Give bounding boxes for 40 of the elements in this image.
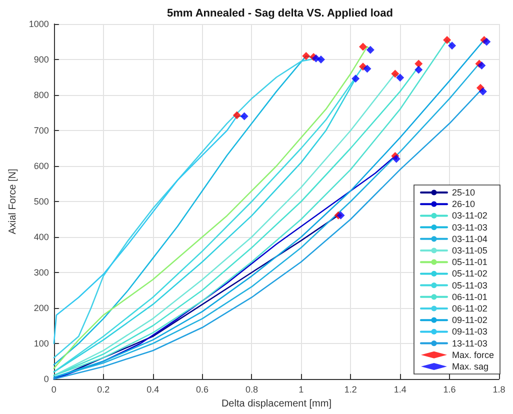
- y-tick-label: 0: [44, 374, 49, 384]
- y-axis-title: Axial Force [N]: [8, 168, 18, 234]
- legend-label: 05-11-03: [452, 280, 488, 290]
- legend-label: 06-11-01: [452, 292, 488, 302]
- y-tick-label: 200: [34, 303, 49, 313]
- legend-label: 09-11-03: [452, 326, 488, 337]
- legend-label: 03-11-02: [452, 210, 488, 221]
- legend-label: 13-11-03: [452, 338, 488, 348]
- y-tick-label: 900: [34, 54, 49, 64]
- legend-label: Max. force: [452, 350, 494, 360]
- x-tick-label: 0: [51, 384, 56, 394]
- y-tick-label: 100: [34, 338, 49, 348]
- legend-label: 05-11-01: [452, 257, 488, 268]
- legend-label: 03-11-03: [452, 222, 488, 232]
- y-tick-label: 500: [34, 196, 49, 206]
- x-tick-label: 0.4: [146, 384, 160, 394]
- y-tick-label: 1000: [28, 19, 49, 29]
- legend-label: Max. sag: [452, 362, 489, 372]
- y-tick-label: 300: [34, 268, 49, 278]
- legend-label: 05-11-02: [452, 268, 488, 279]
- x-tick-label: 0.6: [196, 384, 209, 394]
- y-tick-label: 600: [34, 161, 49, 171]
- x-tick-label: 1: [298, 384, 304, 394]
- y-tick-label: 700: [34, 126, 49, 136]
- chart-title: 5mm Annealed - Sag delta VS. Applied load: [167, 8, 393, 20]
- y-tick-label: 400: [34, 232, 49, 242]
- x-tick-label: 1.6: [443, 384, 456, 394]
- x-tick-label: 0.8: [245, 384, 258, 394]
- x-tick-label: 1.8: [492, 384, 506, 394]
- y-tick-label: 800: [34, 90, 49, 100]
- legend-label: 03-11-05: [452, 246, 488, 256]
- x-tick-label: 1.4: [394, 384, 406, 394]
- legend-label: 06-11-02: [452, 304, 488, 314]
- x-tick-label: 1.2: [344, 384, 357, 394]
- legend-label: 03-11-04: [452, 234, 488, 244]
- x-tick-label: 0.2: [97, 384, 110, 394]
- legend-label: 25-10: [452, 188, 476, 198]
- x-axis-title: Delta displacement [mm]: [221, 398, 332, 410]
- legend-label: 26-10: [452, 199, 476, 210]
- legend-label: 09-11-02: [452, 315, 488, 326]
